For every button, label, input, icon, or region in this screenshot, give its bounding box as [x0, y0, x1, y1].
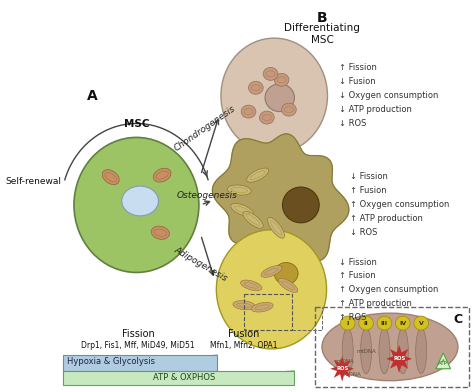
Text: ↑ Oxygen consumption: ↑ Oxygen consumption [338, 285, 438, 294]
Text: ↑ ATP production: ↑ ATP production [338, 299, 411, 308]
Text: C: C [453, 313, 463, 326]
Text: ↑ Oxygen consumption: ↑ Oxygen consumption [349, 200, 449, 209]
Ellipse shape [122, 186, 158, 216]
Text: ROS: ROS [336, 366, 348, 371]
Text: Chondrogenesis: Chondrogenesis [172, 104, 237, 153]
Ellipse shape [379, 328, 390, 374]
Text: ↑ Fission: ↑ Fission [338, 63, 376, 72]
Polygon shape [386, 345, 412, 373]
Ellipse shape [251, 302, 273, 312]
Ellipse shape [228, 185, 251, 195]
Text: Self-renewal: Self-renewal [5, 177, 61, 186]
Ellipse shape [233, 301, 255, 310]
Ellipse shape [263, 67, 278, 80]
Ellipse shape [243, 211, 263, 228]
Text: III: III [381, 321, 388, 326]
Ellipse shape [153, 168, 171, 182]
Text: ↓ ATP production: ↓ ATP production [338, 105, 411, 114]
Ellipse shape [322, 313, 458, 381]
Text: ↓ ROS: ↓ ROS [338, 118, 366, 127]
Text: I: I [346, 321, 349, 326]
Ellipse shape [377, 316, 392, 330]
Text: Fission: Fission [122, 329, 155, 339]
Text: mtDNA: mtDNA [341, 372, 361, 377]
Bar [244, 294, 292, 330]
Text: ROS: ROS [393, 356, 405, 361]
Text: ↑ ATP production: ↑ ATP production [349, 214, 422, 223]
Text: B: B [317, 11, 327, 25]
Text: ↓ ROS: ↓ ROS [349, 228, 377, 237]
Text: Fusion: Fusion [228, 329, 260, 339]
Ellipse shape [359, 316, 374, 330]
Text: MSC: MSC [124, 120, 149, 129]
Polygon shape [63, 355, 217, 371]
Circle shape [216, 230, 327, 349]
Ellipse shape [261, 266, 282, 277]
Ellipse shape [265, 84, 294, 112]
Text: ATP & OXPHOS: ATP & OXPHOS [153, 373, 215, 382]
Text: II: II [364, 321, 368, 326]
Text: ↓ Fission: ↓ Fission [349, 172, 387, 181]
Ellipse shape [397, 328, 408, 374]
Ellipse shape [274, 263, 298, 284]
Ellipse shape [340, 316, 355, 330]
Text: A: A [87, 89, 98, 103]
Text: ↓ Fission: ↓ Fission [338, 258, 376, 267]
Polygon shape [63, 371, 294, 385]
Text: Adipogenesis: Adipogenesis [173, 245, 229, 283]
Ellipse shape [151, 226, 169, 240]
Polygon shape [436, 353, 451, 369]
Ellipse shape [248, 81, 263, 94]
Bar [315, 307, 469, 387]
Text: Drp1, Fis1, Mff, MiD49, MiD51: Drp1, Fis1, Mff, MiD49, MiD51 [82, 341, 195, 350]
FancyBboxPatch shape [63, 355, 217, 371]
Ellipse shape [246, 168, 269, 182]
Polygon shape [212, 134, 349, 266]
Ellipse shape [231, 203, 254, 216]
Text: ATP: ATP [438, 361, 448, 366]
Text: Mfn1, Mfn2, OPA1: Mfn1, Mfn2, OPA1 [210, 341, 278, 350]
Ellipse shape [282, 103, 296, 116]
Ellipse shape [283, 187, 319, 223]
Polygon shape [330, 356, 354, 382]
Ellipse shape [395, 316, 410, 330]
Ellipse shape [259, 111, 274, 124]
Ellipse shape [274, 73, 289, 86]
Text: mtDNA: mtDNA [356, 349, 376, 354]
Ellipse shape [342, 328, 353, 374]
Ellipse shape [414, 316, 428, 330]
Ellipse shape [278, 278, 298, 292]
Text: ↓ Fusion: ↓ Fusion [338, 77, 375, 86]
Ellipse shape [416, 328, 427, 374]
Text: ↓ Oxygen consumption: ↓ Oxygen consumption [338, 91, 438, 100]
Circle shape [221, 38, 328, 153]
Ellipse shape [240, 280, 262, 290]
Text: ↑ Fusion: ↑ Fusion [338, 272, 375, 280]
Text: V: V [419, 321, 424, 326]
Circle shape [74, 138, 199, 272]
Ellipse shape [268, 218, 284, 238]
Ellipse shape [102, 170, 119, 185]
Ellipse shape [361, 328, 372, 374]
Text: ↑ ROS: ↑ ROS [338, 313, 366, 322]
Text: Osteogenesis: Osteogenesis [177, 191, 237, 200]
Text: Hypoxia & Glycolysis: Hypoxia & Glycolysis [67, 357, 155, 366]
Text: Differentiating
MSC: Differentiating MSC [284, 23, 360, 45]
Ellipse shape [241, 105, 256, 118]
Text: mtDNA: mtDNA [334, 359, 354, 364]
Text: ↑ Fusion: ↑ Fusion [349, 186, 386, 195]
FancyBboxPatch shape [63, 371, 294, 385]
Text: IV: IV [399, 321, 406, 326]
